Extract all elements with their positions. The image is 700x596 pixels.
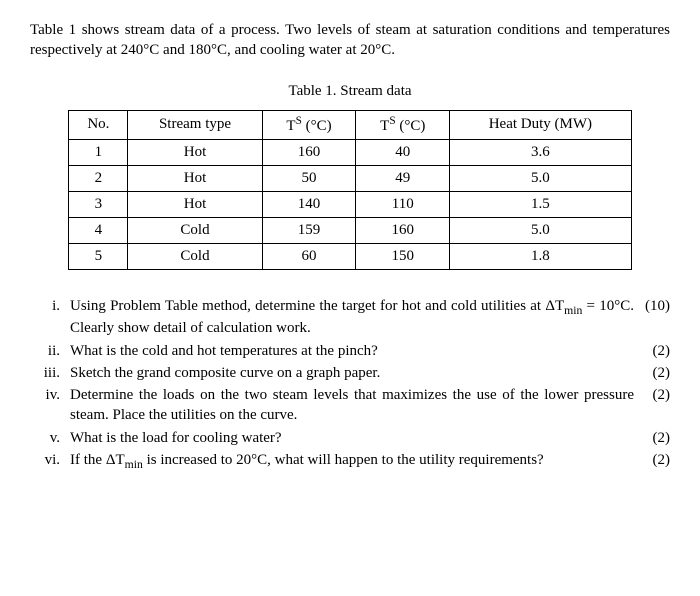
col-type: Stream type <box>128 110 262 139</box>
question-text: Determine the loads on the two steam lev… <box>70 385 634 426</box>
question-text: Sketch the grand composite curve on a gr… <box>70 363 634 383</box>
col-tt: TS (°C) <box>356 110 450 139</box>
table-cell: 140 <box>262 191 356 217</box>
table-cell: Hot <box>128 165 262 191</box>
table-cell: Cold <box>128 217 262 243</box>
question-text: What is the cold and hot temperatures at… <box>70 341 634 361</box>
table-cell: 49 <box>356 165 450 191</box>
intro-paragraph: Table 1 shows stream data of a process. … <box>30 20 670 61</box>
table-cell: 5 <box>69 243 128 269</box>
question-marks: (10) <box>634 296 670 316</box>
table-cell: 3 <box>69 191 128 217</box>
table-header-row: No. Stream type TS (°C) TS (°C) Heat Dut… <box>69 110 631 139</box>
table-row: 4Cold1591605.0 <box>69 217 631 243</box>
table-cell: Hot <box>128 191 262 217</box>
question-text: If the ΔTmin is increased to 20°C, what … <box>70 450 634 473</box>
question-marks: (2) <box>634 341 670 361</box>
col-no: No. <box>69 110 128 139</box>
question-marks: (2) <box>634 363 670 383</box>
question-number: iv. <box>30 385 70 405</box>
questions-list: i.Using Problem Table method, determine … <box>30 296 670 473</box>
col-duty: Heat Duty (MW) <box>450 110 631 139</box>
table-cell: 159 <box>262 217 356 243</box>
table-cell: Cold <box>128 243 262 269</box>
question-number: v. <box>30 428 70 448</box>
table-cell: 1 <box>69 139 128 165</box>
table-cell: 4 <box>69 217 128 243</box>
table-row: 2Hot50495.0 <box>69 165 631 191</box>
table-cell: 60 <box>262 243 356 269</box>
col-ts: TS (°C) <box>262 110 356 139</box>
question-text: What is the load for cooling water? <box>70 428 634 448</box>
question-text: Using Problem Table method, determine th… <box>70 296 634 339</box>
table-cell: Hot <box>128 139 262 165</box>
table-row: 3Hot1401101.5 <box>69 191 631 217</box>
table-caption: Table 1. Stream data <box>30 83 670 100</box>
question-number: i. <box>30 296 70 316</box>
table-cell: 3.6 <box>450 139 631 165</box>
table-cell: 5.0 <box>450 217 631 243</box>
question-number: ii. <box>30 341 70 361</box>
question-number: iii. <box>30 363 70 383</box>
table-cell: 160 <box>262 139 356 165</box>
table-row: 5Cold601501.8 <box>69 243 631 269</box>
table-cell: 1.5 <box>450 191 631 217</box>
question-marks: (2) <box>634 450 670 470</box>
question-number: vi. <box>30 450 70 470</box>
table-cell: 1.8 <box>450 243 631 269</box>
question-marks: (2) <box>634 428 670 448</box>
table-cell: 160 <box>356 217 450 243</box>
table-cell: 5.0 <box>450 165 631 191</box>
table-cell: 150 <box>356 243 450 269</box>
table-cell: 2 <box>69 165 128 191</box>
table-row: 1Hot160403.6 <box>69 139 631 165</box>
table-cell: 110 <box>356 191 450 217</box>
stream-data-table: No. Stream type TS (°C) TS (°C) Heat Dut… <box>68 110 631 270</box>
table-body: 1Hot160403.62Hot50495.03Hot1401101.54Col… <box>69 139 631 269</box>
question-marks: (2) <box>634 385 670 405</box>
table-cell: 40 <box>356 139 450 165</box>
table-cell: 50 <box>262 165 356 191</box>
